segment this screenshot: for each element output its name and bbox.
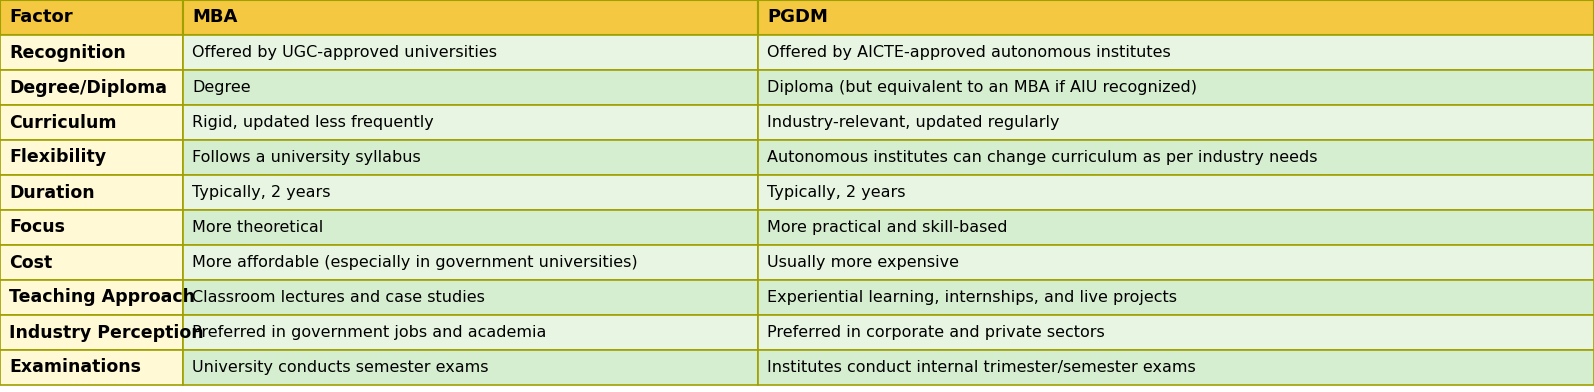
Text: Cost: Cost — [10, 254, 53, 272]
Text: Degree: Degree — [193, 80, 250, 95]
Bar — [0, 175, 183, 210]
Text: Diploma (but equivalent to an MBA if AIU recognized): Diploma (but equivalent to an MBA if AIU… — [767, 80, 1197, 95]
Bar — [0, 350, 183, 385]
Bar — [183, 70, 759, 105]
Text: Institutes conduct internal trimester/semester exams: Institutes conduct internal trimester/se… — [767, 360, 1196, 375]
Bar — [183, 175, 759, 210]
Text: Focus: Focus — [10, 218, 65, 236]
Bar — [183, 210, 759, 245]
Text: Flexibility: Flexibility — [10, 149, 107, 167]
Text: Curriculum: Curriculum — [10, 114, 116, 131]
Text: Typically, 2 years: Typically, 2 years — [767, 185, 905, 200]
Text: PGDM: PGDM — [767, 9, 827, 27]
Text: Offered by AICTE-approved autonomous institutes: Offered by AICTE-approved autonomous ins… — [767, 45, 1172, 60]
Bar — [0, 140, 183, 175]
Bar — [183, 35, 759, 70]
Text: Experiential learning, internships, and live projects: Experiential learning, internships, and … — [767, 290, 1176, 305]
Bar — [759, 70, 1594, 105]
Text: More practical and skill-based: More practical and skill-based — [767, 220, 1007, 235]
Text: MBA: MBA — [193, 9, 238, 27]
Bar — [0, 210, 183, 245]
Bar — [0, 280, 183, 315]
Bar — [183, 0, 759, 35]
Text: Duration: Duration — [10, 183, 94, 201]
Text: Offered by UGC-approved universities: Offered by UGC-approved universities — [193, 45, 497, 60]
Bar — [759, 175, 1594, 210]
Bar — [0, 70, 183, 105]
Bar — [0, 105, 183, 140]
Bar — [0, 245, 183, 280]
Bar — [759, 315, 1594, 350]
Bar — [759, 105, 1594, 140]
Bar — [183, 140, 759, 175]
Bar — [759, 280, 1594, 315]
Bar — [759, 245, 1594, 280]
Text: Examinations: Examinations — [10, 359, 142, 376]
Bar — [183, 280, 759, 315]
Text: Industry Perception: Industry Perception — [10, 323, 204, 341]
Text: More theoretical: More theoretical — [193, 220, 324, 235]
Text: Autonomous institutes can change curriculum as per industry needs: Autonomous institutes can change curricu… — [767, 150, 1318, 165]
Text: University conducts semester exams: University conducts semester exams — [193, 360, 489, 375]
Text: Follows a university syllabus: Follows a university syllabus — [193, 150, 421, 165]
Text: Degree/Diploma: Degree/Diploma — [10, 78, 167, 96]
Bar — [0, 315, 183, 350]
Text: Typically, 2 years: Typically, 2 years — [193, 185, 330, 200]
Text: Classroom lectures and case studies: Classroom lectures and case studies — [193, 290, 485, 305]
Text: More affordable (especially in government universities): More affordable (especially in governmen… — [193, 255, 638, 270]
Bar — [183, 315, 759, 350]
Bar — [759, 35, 1594, 70]
Text: Preferred in corporate and private sectors: Preferred in corporate and private secto… — [767, 325, 1105, 340]
Bar — [759, 140, 1594, 175]
Bar — [759, 0, 1594, 35]
Bar — [183, 245, 759, 280]
Text: Industry-relevant, updated regularly: Industry-relevant, updated regularly — [767, 115, 1060, 130]
Bar — [759, 350, 1594, 385]
Bar — [0, 35, 183, 70]
Text: Usually more expensive: Usually more expensive — [767, 255, 960, 270]
Text: Teaching Approach: Teaching Approach — [10, 289, 194, 307]
Bar — [183, 105, 759, 140]
Text: Preferred in government jobs and academia: Preferred in government jobs and academi… — [193, 325, 547, 340]
Text: Rigid, updated less frequently: Rigid, updated less frequently — [193, 115, 434, 130]
Text: Recognition: Recognition — [10, 44, 126, 62]
Bar — [759, 210, 1594, 245]
Text: Factor: Factor — [10, 9, 73, 27]
Bar — [0, 0, 183, 35]
Bar — [183, 350, 759, 385]
